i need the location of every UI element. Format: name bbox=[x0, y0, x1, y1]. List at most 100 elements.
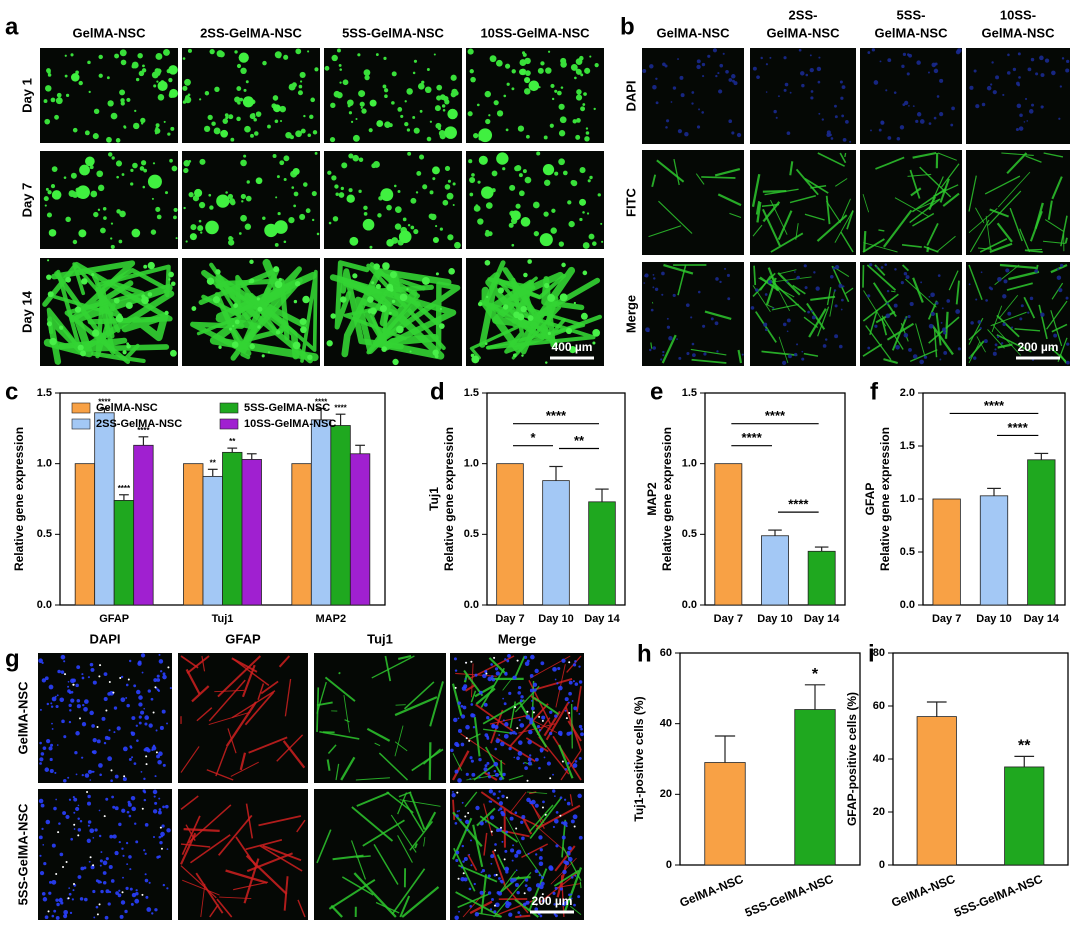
cell-cluster bbox=[349, 236, 359, 246]
fiber bbox=[808, 308, 827, 338]
nucleus bbox=[990, 83, 993, 86]
nucleus bbox=[80, 866, 85, 871]
nucleus bbox=[728, 78, 733, 82]
nucleus-bright bbox=[112, 691, 115, 694]
fiber bbox=[987, 190, 1022, 226]
cell bbox=[249, 343, 255, 350]
nucleus bbox=[1027, 67, 1032, 72]
cell-cluster bbox=[478, 128, 493, 143]
nucleus-bright bbox=[465, 737, 468, 740]
cell bbox=[279, 120, 283, 123]
cell bbox=[56, 92, 62, 98]
fiber bbox=[245, 803, 254, 839]
nucleus-bright bbox=[154, 686, 157, 689]
nucleus bbox=[552, 666, 557, 672]
fiber bbox=[335, 763, 340, 781]
nucleus bbox=[912, 354, 918, 359]
fiber bbox=[403, 681, 435, 710]
micrograph bbox=[750, 262, 856, 366]
x-tick-label: Day 7 bbox=[495, 613, 524, 625]
nucleus bbox=[161, 709, 166, 714]
cell bbox=[190, 224, 197, 231]
nucleus bbox=[59, 697, 65, 703]
micrograph bbox=[966, 150, 1070, 255]
y-tick-label: 0.0 bbox=[900, 599, 915, 611]
cell bbox=[473, 205, 481, 212]
nucleus-bright bbox=[506, 796, 509, 799]
cell bbox=[521, 354, 524, 357]
cell bbox=[592, 241, 597, 246]
nucleus bbox=[936, 95, 940, 98]
nucleus bbox=[151, 748, 154, 752]
fiber bbox=[905, 278, 937, 308]
cell bbox=[524, 88, 528, 92]
nucleus bbox=[691, 102, 694, 105]
cell bbox=[421, 276, 430, 285]
fiber bbox=[928, 196, 936, 211]
fiber bbox=[324, 676, 356, 702]
nucleus bbox=[39, 854, 42, 857]
nucleus bbox=[160, 835, 164, 838]
nucleus bbox=[505, 900, 510, 906]
nucleus bbox=[986, 85, 992, 91]
cell bbox=[360, 106, 363, 109]
cell bbox=[332, 216, 339, 222]
nucleus bbox=[867, 51, 871, 54]
nucleus bbox=[1040, 312, 1045, 317]
nucleus bbox=[566, 762, 570, 765]
nucleus bbox=[497, 809, 500, 812]
nucleus bbox=[561, 902, 567, 907]
cell bbox=[406, 128, 411, 132]
fiber bbox=[567, 720, 582, 742]
nucleus bbox=[481, 868, 486, 873]
nucleus bbox=[535, 853, 538, 856]
cell bbox=[123, 125, 126, 128]
nucleus bbox=[752, 66, 757, 71]
fiber bbox=[183, 827, 220, 832]
fiber bbox=[521, 843, 549, 859]
nucleus bbox=[55, 915, 60, 920]
nucleus bbox=[92, 770, 95, 773]
cell bbox=[330, 313, 336, 319]
fiber bbox=[558, 744, 574, 779]
nucleus bbox=[1026, 120, 1029, 122]
cell bbox=[175, 237, 178, 240]
nucleus bbox=[158, 835, 162, 839]
fiber bbox=[752, 272, 776, 297]
nucleus bbox=[718, 89, 723, 94]
significance-label: **** bbox=[742, 430, 763, 445]
nucleus bbox=[541, 715, 546, 720]
nucleus bbox=[136, 739, 139, 742]
nucleus bbox=[642, 68, 647, 73]
cell bbox=[212, 296, 221, 304]
significance-label: **** bbox=[984, 398, 1005, 413]
fiber bbox=[984, 175, 1021, 195]
cell bbox=[283, 155, 290, 162]
cell bbox=[298, 84, 303, 89]
fiber bbox=[528, 868, 548, 912]
nucleus bbox=[490, 854, 495, 859]
cell-cluster bbox=[216, 194, 230, 208]
nucleus bbox=[104, 735, 109, 740]
nucleus bbox=[691, 342, 695, 346]
cell bbox=[533, 230, 540, 237]
nucleus bbox=[546, 761, 551, 766]
nucleus bbox=[887, 58, 892, 63]
fiber bbox=[919, 166, 952, 198]
nucleus bbox=[126, 810, 130, 814]
fiber bbox=[695, 173, 705, 185]
fiber bbox=[398, 654, 412, 660]
cell-cluster bbox=[273, 104, 281, 113]
fiber bbox=[402, 799, 425, 833]
nucleus bbox=[710, 317, 714, 321]
cell bbox=[275, 196, 278, 199]
fiber bbox=[209, 904, 219, 918]
nucleus bbox=[902, 52, 907, 57]
nucleus bbox=[105, 797, 109, 801]
nucleus bbox=[153, 678, 158, 683]
fiber bbox=[452, 753, 463, 771]
nucleus bbox=[456, 810, 459, 813]
cell bbox=[46, 212, 52, 218]
nucleus bbox=[661, 271, 665, 276]
cell bbox=[439, 227, 443, 231]
